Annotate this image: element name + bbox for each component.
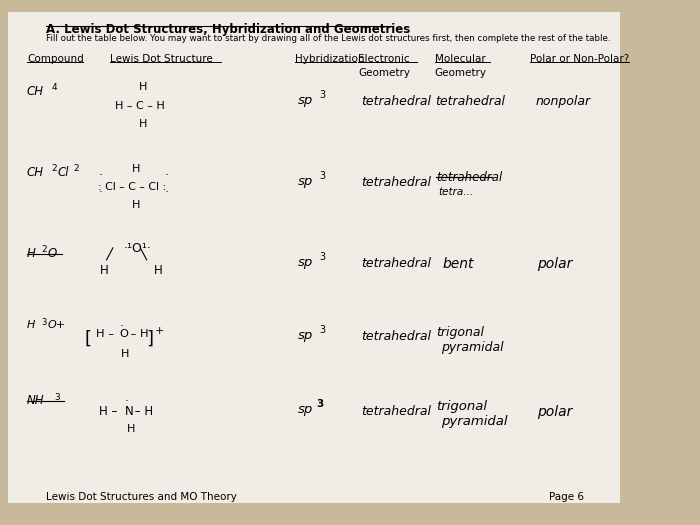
Text: : Cl – C – Cl :: : Cl – C – Cl :: [98, 182, 167, 192]
Text: H: H: [139, 82, 147, 92]
Text: O: O: [119, 329, 128, 339]
Text: 3: 3: [319, 252, 326, 262]
Text: trigonal: trigonal: [436, 326, 484, 339]
Text: sp: sp: [298, 329, 313, 342]
Text: 2: 2: [41, 245, 46, 254]
Text: 3: 3: [55, 393, 60, 402]
Text: tetrahedral: tetrahedral: [361, 257, 431, 270]
Text: CH: CH: [27, 166, 44, 179]
Text: [: [: [84, 329, 91, 348]
Text: ··: ··: [98, 188, 103, 197]
Text: sp: sp: [298, 94, 313, 107]
Text: tetrahedral: tetrahedral: [361, 96, 431, 108]
Text: H: H: [132, 164, 141, 174]
Text: H: H: [139, 119, 147, 129]
Text: Polar or Non-Polar?: Polar or Non-Polar?: [531, 54, 629, 64]
Text: H: H: [27, 247, 36, 260]
Text: ··: ··: [98, 171, 103, 180]
Text: Geometry: Geometry: [435, 68, 486, 78]
FancyBboxPatch shape: [8, 12, 620, 503]
Text: Lewis Dot Structures and MO Theory: Lewis Dot Structures and MO Theory: [46, 492, 237, 502]
Text: Fill out the table below. You may want to start by drawing all of the Lewis dot : Fill out the table below. You may want t…: [46, 34, 610, 43]
Text: N: N: [125, 405, 133, 417]
Text: 2: 2: [51, 164, 57, 173]
Text: A. Lewis Dot Structures, Hybridization and Geometries: A. Lewis Dot Structures, Hybridization a…: [46, 23, 410, 36]
Text: ··: ··: [164, 171, 169, 180]
Text: Molecular: Molecular: [435, 54, 486, 64]
Text: tetrahedral: tetrahedral: [435, 96, 505, 108]
Text: 3: 3: [319, 90, 326, 100]
Text: H: H: [121, 349, 130, 359]
Text: H: H: [27, 320, 35, 330]
Text: H: H: [100, 264, 109, 277]
Text: Cl: Cl: [57, 166, 69, 179]
Text: sp: sp: [298, 256, 313, 269]
Text: ]: ]: [147, 329, 154, 348]
Text: trigonal: trigonal: [436, 401, 487, 413]
Text: polar: polar: [537, 405, 572, 418]
Text: ··: ··: [164, 188, 169, 197]
Text: nonpolar: nonpolar: [536, 96, 591, 108]
Text: 4: 4: [51, 83, 57, 92]
Text: Electronic: Electronic: [358, 54, 410, 64]
Text: 3: 3: [319, 171, 326, 181]
Text: tetra...: tetra...: [438, 187, 473, 197]
Text: H: H: [132, 200, 141, 210]
Text: 3: 3: [316, 400, 323, 410]
Text: 3: 3: [319, 325, 326, 335]
Text: polar: polar: [537, 257, 572, 271]
Text: +: +: [154, 326, 164, 336]
Text: sp: sp: [298, 175, 313, 188]
Text: tetrahedral: tetrahedral: [361, 330, 431, 343]
Text: pyramidal: pyramidal: [441, 341, 504, 354]
Text: sp: sp: [298, 404, 313, 416]
Text: Compound: Compound: [27, 54, 83, 64]
Text: ·¹O¹·: ·¹O¹·: [124, 242, 152, 255]
Text: O: O: [48, 247, 57, 260]
Text: CH: CH: [27, 85, 44, 98]
Text: H: H: [127, 424, 135, 434]
Text: tetrahedral: tetrahedral: [361, 176, 431, 190]
Text: – H: – H: [127, 329, 148, 339]
Text: H –: H –: [99, 405, 121, 417]
Text: 3: 3: [41, 318, 46, 328]
Text: pyramidal: pyramidal: [441, 415, 508, 428]
Text: Geometry: Geometry: [358, 68, 410, 78]
Text: H –: H –: [96, 329, 118, 339]
Text: O+: O+: [48, 320, 66, 330]
Text: tetrahedral: tetrahedral: [436, 171, 502, 184]
Text: ··: ··: [125, 397, 129, 406]
Text: H: H: [154, 264, 163, 277]
Text: tetrahedral: tetrahedral: [361, 405, 431, 417]
Text: ··: ··: [119, 322, 124, 331]
Text: 2: 2: [74, 164, 79, 173]
Text: NH: NH: [27, 394, 45, 407]
Text: Hybridization: Hybridization: [295, 54, 364, 64]
Text: Lewis Dot Structure: Lewis Dot Structure: [110, 54, 213, 64]
Text: Page 6: Page 6: [550, 492, 584, 502]
Text: H – C – H: H – C – H: [115, 101, 164, 111]
Text: bent: bent: [442, 257, 474, 271]
Text: – H: – H: [132, 405, 153, 417]
